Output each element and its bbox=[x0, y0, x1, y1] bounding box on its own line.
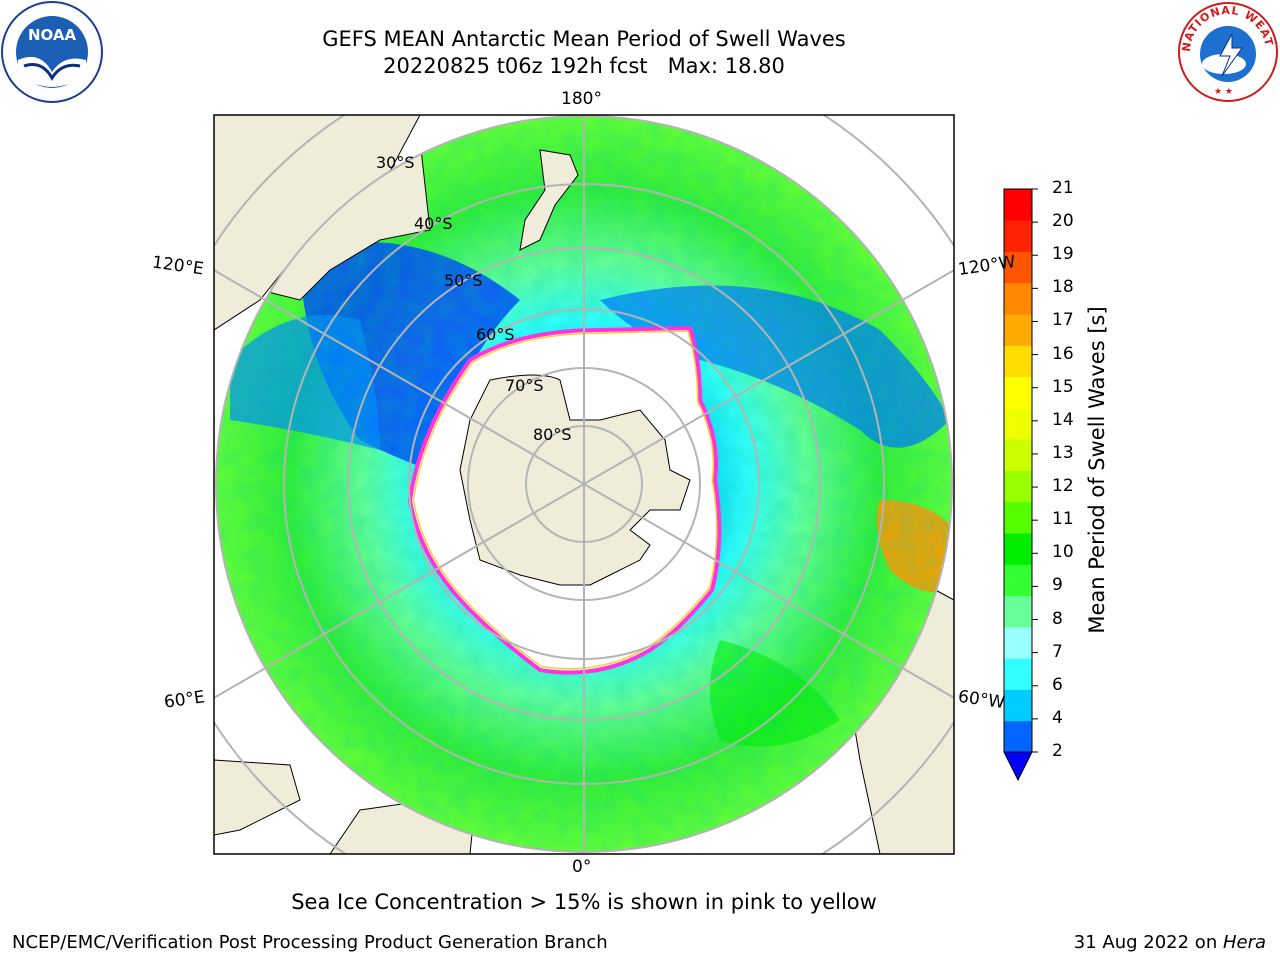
colorbar-bands bbox=[1004, 188, 1038, 753]
madagascar-land bbox=[214, 759, 301, 836]
lat-label-30s: 30°S bbox=[376, 153, 415, 172]
page-subtitle: 20220825 t06z 192h fcst Max: 18.80 bbox=[383, 54, 785, 78]
colorbar-band bbox=[1004, 282, 1032, 315]
colorbar-under-triangle bbox=[1003, 751, 1033, 782]
colorbar-band bbox=[1004, 439, 1032, 471]
map-border bbox=[213, 114, 955, 855]
colorbar bbox=[1003, 188, 1038, 782]
colorbar-tick-label: 12 bbox=[1052, 476, 1074, 497]
antarctica-land bbox=[459, 374, 691, 586]
footer-host: Hera bbox=[1222, 932, 1266, 953]
colorbar-tick-label: 7 bbox=[1052, 641, 1063, 662]
colorbar-tick-label: 4 bbox=[1052, 707, 1063, 728]
colorbar-band bbox=[1004, 658, 1032, 690]
colorbar-tick-label: 8 bbox=[1052, 608, 1063, 629]
svg-text:★ ★: ★ ★ bbox=[1214, 87, 1233, 97]
colorbar-band bbox=[1004, 314, 1032, 346]
new-zealand-land bbox=[519, 149, 579, 251]
colorbar-tick-label: 13 bbox=[1052, 442, 1074, 463]
colorbar-band bbox=[1004, 470, 1032, 503]
lat-label-80s: 80°S bbox=[533, 425, 572, 444]
colorbar-band bbox=[1004, 501, 1032, 534]
lon-label-0: 0° bbox=[572, 857, 592, 877]
colorbar-band bbox=[1004, 626, 1032, 659]
colorbar-band bbox=[1004, 407, 1032, 440]
lat-label-70s: 70°S bbox=[505, 376, 544, 395]
noaa-logo-text: NOAA bbox=[28, 26, 77, 44]
lon-label-180: 180° bbox=[561, 89, 602, 109]
lat-label-50s: 50°S bbox=[444, 271, 483, 290]
colorbar-tick-label: 6 bbox=[1052, 674, 1063, 695]
nws-logo-icon: NATIONAL WEATHER SERVICE ★ ★ bbox=[1176, 0, 1278, 102]
caption: Sea Ice Concentration > 15% is shown in … bbox=[291, 890, 877, 914]
colorbar-tick-label: 21 bbox=[1052, 178, 1074, 198]
colorbar-outline bbox=[1003, 188, 1033, 753]
colorbar-tick-label: 9 bbox=[1052, 575, 1063, 596]
noaa-logo-icon: NOAA bbox=[1, 1, 103, 103]
colorbar-tick-label: 17 bbox=[1052, 310, 1074, 331]
colorbar-band bbox=[1004, 251, 1032, 284]
colorbar-tick-label: 16 bbox=[1052, 343, 1074, 364]
footer-date: 31 Aug 2022 on Hera bbox=[1074, 932, 1266, 953]
colorbar-tick-label: 15 bbox=[1052, 376, 1074, 397]
colorbar-band bbox=[1004, 376, 1032, 409]
colorbar-label: Mean Period of Swell Waves [s] bbox=[1085, 306, 1109, 634]
page-title: GEFS MEAN Antarctic Mean Period of Swell… bbox=[322, 27, 846, 51]
footer-date-text: 31 Aug 2022 on bbox=[1073, 932, 1223, 953]
colorbar-band bbox=[1004, 720, 1032, 753]
colorbar-tick-label: 2 bbox=[1052, 741, 1063, 761]
colorbar-tick-label: 14 bbox=[1052, 409, 1074, 430]
colorbar-tick-label: 18 bbox=[1052, 277, 1074, 298]
colorbar-band bbox=[1004, 689, 1032, 722]
sea-ice-edge-yellow bbox=[412, 330, 718, 670]
colorbar-tick-label: 20 bbox=[1052, 211, 1074, 232]
colorbar-tick-label: 10 bbox=[1052, 542, 1074, 563]
lat-label-60s: 60°S bbox=[476, 325, 515, 344]
footer-credit: NCEP/EMC/Verification Post Processing Pr… bbox=[12, 932, 608, 953]
colorbar-band bbox=[1004, 533, 1032, 565]
colorbar-band bbox=[1004, 189, 1032, 221]
colorbar-tick-label: 11 bbox=[1052, 509, 1074, 530]
colorbar-band bbox=[1004, 345, 1032, 378]
colorbar-band bbox=[1004, 220, 1032, 253]
colorbar-tick-label: 19 bbox=[1052, 244, 1074, 265]
colorbar-band bbox=[1004, 595, 1032, 628]
lat-label-40s: 40°S bbox=[414, 214, 453, 233]
colorbar-band bbox=[1004, 564, 1032, 597]
